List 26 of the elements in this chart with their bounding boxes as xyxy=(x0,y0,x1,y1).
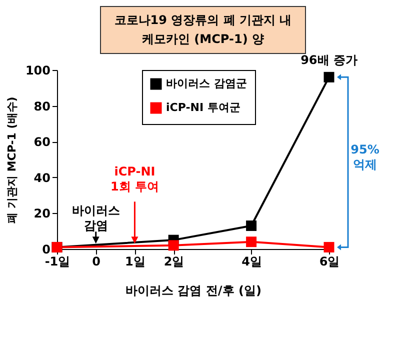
y-tick-label: 100 xyxy=(25,64,50,78)
legend-label: iCP-NI 투여군 xyxy=(166,101,240,114)
x-tick-label: 4일 xyxy=(242,254,262,268)
x-axis-title: 바이러스 감염 전/후 (일) xyxy=(126,284,262,298)
annotation: iCP-NI 1회 투여 xyxy=(110,164,159,194)
point xyxy=(324,72,334,82)
y-tick-label: 80 xyxy=(34,99,50,114)
y-tick-label: 60 xyxy=(34,135,50,150)
point xyxy=(324,242,334,252)
point xyxy=(168,240,179,251)
point xyxy=(246,236,257,248)
y-axis-title: 폐 기관지 MCP-1 (배수) xyxy=(5,96,18,224)
point xyxy=(246,220,257,231)
y-tick-label: 40 xyxy=(34,170,50,185)
y-tick-label: 0 xyxy=(42,242,50,256)
x-tick-label: 6일 xyxy=(319,254,340,268)
annotation: 바이러스 감염 xyxy=(72,204,120,233)
x-tick-label: 1일 xyxy=(125,254,146,268)
x-tick-label: 0 xyxy=(92,254,101,268)
x-tick-label: 2일 xyxy=(164,254,184,268)
y-tick-label: 20 xyxy=(34,206,50,221)
chart-title: 코로나19 영장류의 폐 기관지 내 케모카인 (MCP-1) 양 xyxy=(100,6,306,54)
annotation: 96배 증가 xyxy=(300,53,358,68)
x-tick-label: -1일 xyxy=(44,254,70,268)
text: 95% 억제 xyxy=(350,142,380,172)
legend-label: 바이러스 감염군 xyxy=(166,77,247,90)
